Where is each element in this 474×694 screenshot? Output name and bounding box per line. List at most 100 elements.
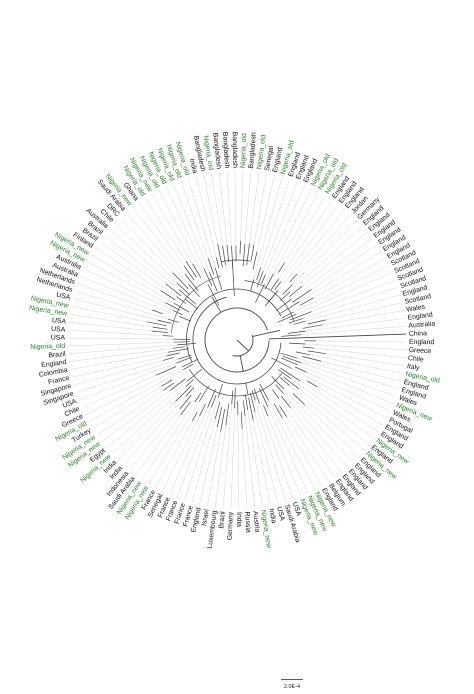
tip-guide-line <box>307 354 403 374</box>
tip-guide-line <box>165 186 205 271</box>
scale-bar: 2.0E-4 <box>281 679 303 690</box>
tip-branch <box>178 289 197 305</box>
tip-branch <box>295 351 310 356</box>
tip-label: Australia <box>408 321 435 330</box>
tip-guide-line <box>266 414 301 497</box>
tip-branch <box>252 251 258 270</box>
tip-branch <box>264 273 274 290</box>
tip-label: Bangladesh <box>248 132 258 169</box>
tip-label: USA <box>291 501 302 517</box>
tip-guide-line <box>83 268 176 312</box>
tip-branch <box>161 379 173 387</box>
tip-guide-line <box>184 395 219 501</box>
tip-branch <box>278 262 285 273</box>
tip-guide-line <box>283 195 326 265</box>
tip-branch <box>226 244 230 263</box>
tip-branch <box>216 257 220 269</box>
tip-guide-line <box>259 179 290 270</box>
tip-guide-line <box>141 400 197 480</box>
tip-label: Luxembourg <box>207 510 219 549</box>
tip-guide-line <box>129 407 182 471</box>
tip-branch <box>251 390 256 401</box>
tip-guide-line <box>90 254 176 305</box>
tip-guide-line <box>277 200 333 281</box>
tip-guide-line <box>303 318 405 332</box>
tip-label: India <box>188 158 198 174</box>
tip-branch <box>275 384 284 395</box>
tip-branch <box>188 283 200 298</box>
tip-branch <box>239 240 241 255</box>
tip-label: Senegal <box>264 145 275 172</box>
tip-guide-line <box>279 204 339 284</box>
tip-branch <box>279 405 287 417</box>
tip-guide-line <box>300 232 368 288</box>
tip-guide-line <box>211 172 224 248</box>
tip-guide-line <box>145 197 188 264</box>
tip-label: Russia <box>243 512 251 534</box>
tip-branch <box>307 350 326 355</box>
tip-label: England <box>409 339 435 346</box>
tip-label: India <box>235 512 242 527</box>
tip-branch <box>162 335 174 337</box>
tip-guide-line <box>148 399 201 485</box>
tip-guide-line <box>176 405 213 498</box>
tip-guide-line <box>97 389 165 436</box>
tip-guide-line <box>81 374 158 408</box>
tip-guide-line <box>294 272 393 316</box>
tip-guide-line <box>252 177 283 282</box>
tip-branch <box>179 316 192 322</box>
internal-branch-arc <box>204 307 270 373</box>
tip-branch <box>217 383 223 398</box>
tip-label: Nigeria_old <box>240 133 248 168</box>
tip-branch <box>256 267 262 281</box>
tip-branch <box>287 330 306 334</box>
tip-branch <box>281 311 294 319</box>
tip-guide-line <box>295 214 351 276</box>
tip-label: Bangladesh <box>211 132 222 169</box>
tip-branch <box>172 272 189 290</box>
tip-guide-line <box>282 387 354 463</box>
scale-bar-label: 2.0E-4 <box>284 684 300 690</box>
tip-guide-line <box>295 363 394 405</box>
tip-branch <box>249 392 256 412</box>
tip-branch <box>162 382 175 391</box>
tip-guide-line <box>69 347 175 362</box>
tip-guide-line <box>69 314 155 328</box>
tip-label: USA <box>56 291 72 301</box>
tip-guide-line <box>99 241 179 299</box>
tip-label: Wales <box>406 303 426 313</box>
tip-branch <box>281 334 302 337</box>
tip-branch <box>293 320 306 325</box>
tip-guide-line <box>191 416 216 503</box>
tip-guide-line <box>80 275 182 318</box>
tip-guide-line <box>237 412 240 510</box>
tip-guide-line <box>297 251 382 303</box>
tip-guide-line <box>289 367 387 419</box>
tip-guide-line <box>262 182 298 274</box>
tip-guide-line <box>277 396 336 478</box>
tip-branch <box>234 387 236 409</box>
tip-branch <box>242 243 246 267</box>
tip-guide-line <box>214 423 227 508</box>
tip-branch <box>157 319 172 324</box>
tip-guide-line <box>73 298 160 321</box>
tip-branch <box>166 352 180 357</box>
tip-label: France <box>48 375 71 387</box>
tip-label: USA <box>62 398 78 410</box>
tip-branch <box>256 270 264 288</box>
tip-guide-line <box>276 209 345 293</box>
tip-guide-line <box>94 247 163 292</box>
tip-guide-line <box>180 180 210 261</box>
tip-label: England <box>407 311 433 321</box>
tip-branch <box>279 377 290 386</box>
tip-guide-line <box>67 337 176 340</box>
tip-branch <box>174 341 190 343</box>
internal-branch-arc <box>189 369 283 397</box>
tip-guide-line <box>126 212 190 286</box>
tip-branch <box>194 392 202 403</box>
tip-guide-line <box>85 365 185 415</box>
tip-guide-line <box>199 425 218 505</box>
tip-branch <box>147 321 167 327</box>
tip-guide-line <box>72 355 169 378</box>
tip-branch <box>198 385 209 402</box>
